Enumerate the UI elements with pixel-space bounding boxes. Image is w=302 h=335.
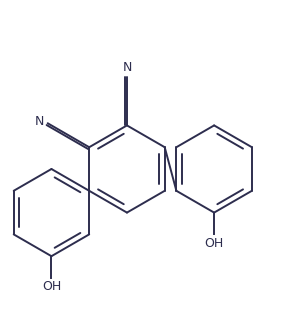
Text: OH: OH <box>42 280 61 293</box>
Text: OH: OH <box>204 237 224 250</box>
Text: N: N <box>122 61 132 74</box>
Text: N: N <box>35 115 44 128</box>
